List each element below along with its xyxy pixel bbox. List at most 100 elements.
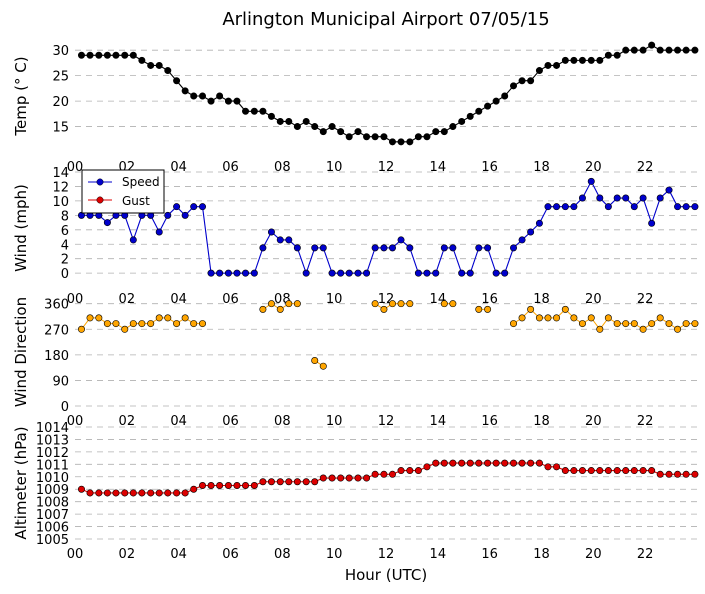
data-point xyxy=(682,320,690,328)
data-point xyxy=(267,112,275,120)
data-point xyxy=(164,211,172,219)
data-point xyxy=(458,269,466,277)
y-tick-label: 0 xyxy=(61,267,69,282)
y-tick-label: 4 xyxy=(61,238,69,253)
data-point xyxy=(380,244,388,252)
data-point xyxy=(578,194,586,202)
data-point xyxy=(276,117,284,125)
y-tick-label: 2 xyxy=(61,253,69,268)
data-point xyxy=(484,102,492,110)
data-point xyxy=(561,56,569,64)
data-point xyxy=(337,269,345,277)
data-point xyxy=(250,269,258,277)
data-point xyxy=(544,463,552,471)
data-point xyxy=(121,51,129,59)
data-point xyxy=(527,305,535,313)
data-point xyxy=(578,467,586,475)
x-tick-label: 06 xyxy=(222,160,239,175)
data-point xyxy=(354,128,362,136)
data-point xyxy=(553,314,561,322)
x-tick-label: 06 xyxy=(222,292,239,307)
data-point xyxy=(691,203,699,211)
y-axis-label: Temp (° C) xyxy=(12,56,30,136)
y-tick-label: 1012 xyxy=(36,446,69,461)
data-point xyxy=(112,489,120,497)
data-point xyxy=(112,51,120,59)
y-tick-label: 360 xyxy=(44,298,69,313)
x-tick-label: 20 xyxy=(585,547,602,562)
data-point xyxy=(656,46,664,54)
data-point xyxy=(544,203,552,211)
x-tick-label: 04 xyxy=(170,547,187,562)
data-point xyxy=(440,300,448,308)
data-point xyxy=(216,481,224,489)
data-point xyxy=(207,481,215,489)
data-point xyxy=(354,269,362,277)
x-tick-label: 22 xyxy=(637,547,654,562)
x-tick-label: 12 xyxy=(378,547,395,562)
data-point xyxy=(691,46,699,54)
data-point xyxy=(561,467,569,475)
data-point xyxy=(648,320,656,328)
data-point xyxy=(440,459,448,467)
data-point xyxy=(77,325,85,333)
data-point xyxy=(285,478,293,486)
data-point xyxy=(466,269,474,277)
data-point xyxy=(397,236,405,244)
data-point xyxy=(233,269,241,277)
data-point xyxy=(319,244,327,252)
data-point xyxy=(302,269,310,277)
data-point xyxy=(319,474,327,482)
y-tick-label: 270 xyxy=(44,323,69,338)
data-point xyxy=(233,481,241,489)
x-tick-label: 12 xyxy=(378,160,395,175)
legend-gust-marker xyxy=(96,196,104,204)
data-point xyxy=(199,92,207,100)
data-point xyxy=(86,51,94,59)
data-point xyxy=(648,219,656,227)
data-point xyxy=(475,107,483,115)
x-tick-label: 18 xyxy=(533,547,550,562)
data-point xyxy=(354,474,362,482)
data-point xyxy=(259,478,267,486)
data-point xyxy=(397,467,405,475)
data-point xyxy=(181,87,189,95)
data-point xyxy=(535,67,543,75)
data-point xyxy=(224,481,232,489)
data-point xyxy=(440,244,448,252)
data-point xyxy=(328,474,336,482)
x-tick-label: 20 xyxy=(585,292,602,307)
x-tick-label: 08 xyxy=(274,160,291,175)
data-point xyxy=(276,478,284,486)
x-tick-label: 10 xyxy=(326,547,343,562)
data-point xyxy=(173,489,181,497)
data-point xyxy=(224,97,232,105)
x-axis-label: Hour (UTC) xyxy=(345,566,427,584)
x-tick-label: 00 xyxy=(67,292,84,307)
x-tick-label: 00 xyxy=(67,160,84,175)
data-point xyxy=(665,470,673,478)
data-point xyxy=(337,128,345,136)
y-tick-label: 12 xyxy=(52,180,69,195)
data-point xyxy=(596,325,604,333)
data-point xyxy=(527,77,535,85)
data-point xyxy=(639,467,647,475)
data-point xyxy=(388,300,396,308)
data-point xyxy=(319,362,327,370)
data-point xyxy=(570,314,578,322)
x-tick-label: 08 xyxy=(274,414,291,429)
y-tick-label: 1005 xyxy=(36,533,69,548)
data-point xyxy=(173,77,181,85)
data-point xyxy=(665,46,673,54)
data-point xyxy=(674,46,682,54)
x-tick-label: 20 xyxy=(585,160,602,175)
data-point xyxy=(103,51,111,59)
data-point xyxy=(345,474,353,482)
wind-legend: Speed Gust xyxy=(81,169,165,214)
data-point xyxy=(682,46,690,54)
data-point xyxy=(630,320,638,328)
data-point xyxy=(86,489,94,497)
data-point xyxy=(293,244,301,252)
data-point xyxy=(570,467,578,475)
data-point xyxy=(484,244,492,252)
